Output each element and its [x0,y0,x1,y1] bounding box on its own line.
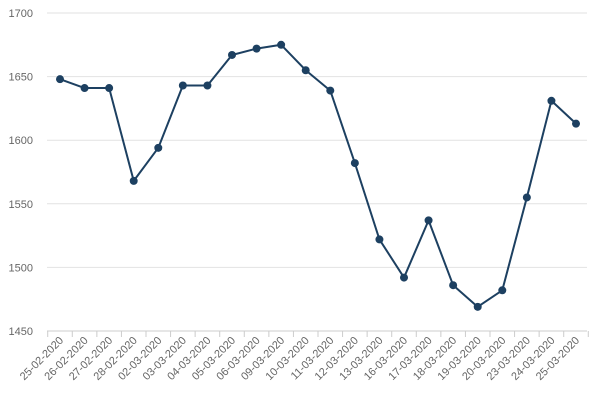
series-line-group [56,40,580,311]
y-tick-label: 1500 [9,262,33,274]
data-point-20-03-2020[interactable] [498,286,507,295]
data-point-04-03-2020[interactable] [203,81,212,90]
data-point-23-03-2020[interactable] [522,193,531,202]
data-point-18-03-2020[interactable] [449,281,458,290]
y-tick-label: 1650 [9,72,33,84]
y-tick-label: 1550 [9,199,33,211]
data-point-11-03-2020[interactable] [326,86,335,95]
data-point-25-03-2020[interactable] [572,119,580,128]
y-axis: 1450 1500 1550 1600 1650 1700 [9,8,33,338]
x-axis: 25-02-202026-02-202027-02-202028-02-2020… [18,330,589,383]
data-point-10-03-2020[interactable] [301,66,310,75]
data-point-12-03-2020[interactable] [350,159,359,168]
data-point-06-03-2020[interactable] [252,44,261,53]
y-tick-label: 1700 [9,8,33,20]
series-line [59,43,577,308]
data-point-25-02-2020[interactable] [56,75,64,84]
data-point-16-03-2020[interactable] [400,273,408,282]
data-point-19-03-2020[interactable] [473,302,482,311]
data-point-28-02-2020[interactable] [129,176,138,185]
data-point-17-03-2020[interactable] [424,216,433,225]
y-tick-label: 1600 [9,135,33,147]
grid-lines [47,12,587,332]
data-point-24-03-2020[interactable] [547,96,556,105]
data-point-13-03-2020[interactable] [375,235,384,244]
data-point-02-03-2020[interactable] [154,143,163,152]
data-point-03-03-2020[interactable] [178,81,187,90]
y-tick-label: 1450 [9,326,33,338]
data-point-26-02-2020[interactable] [80,84,89,93]
data-point-09-03-2020[interactable] [277,40,286,49]
data-point-05-03-2020[interactable] [228,50,236,59]
data-point-27-02-2020[interactable] [105,84,114,93]
